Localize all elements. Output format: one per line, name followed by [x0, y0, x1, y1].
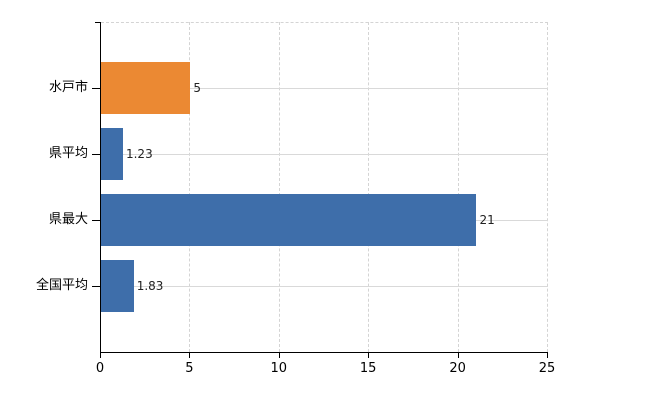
gridline-vertical [278, 22, 280, 352]
x-axis-tick [100, 353, 101, 358]
gridline-horizontal [101, 286, 548, 287]
x-tick-label: 5 [185, 361, 194, 376]
x-tick-label: 25 [538, 361, 556, 376]
category-label: 全国平均 [35, 278, 88, 293]
x-axis-tick [189, 353, 191, 358]
y-axis-tick [92, 220, 100, 221]
gridline-horizontal [101, 154, 548, 155]
category-label: 県最大 [48, 212, 88, 227]
y-axis-tick [92, 88, 100, 89]
x-tick-label: 0 [95, 361, 105, 376]
bar-value-label: 5 [193, 81, 202, 95]
gridline-horizontal [101, 88, 548, 89]
gridline-vertical [368, 22, 370, 352]
y-axis-tick [92, 154, 100, 155]
y-axis-tick [92, 286, 100, 287]
gridline-vertical [457, 22, 459, 352]
x-tick-label: 15 [359, 361, 377, 376]
x-tick-label: 10 [270, 361, 288, 376]
x-axis-tick [547, 353, 548, 358]
bar-2 [101, 194, 477, 246]
category-label: 県平均 [48, 146, 88, 161]
gridline-vertical [547, 22, 548, 352]
bar-value-label: 1.83 [136, 279, 164, 293]
x-tick-label: 20 [449, 361, 466, 376]
y-axis-top-tick [95, 22, 100, 23]
gridline-vertical [189, 22, 191, 352]
bar-1 [101, 128, 123, 180]
x-axis-tick [368, 353, 370, 358]
x-axis-tick [457, 353, 459, 358]
y-axis [100, 22, 101, 352]
bar-3 [101, 260, 134, 312]
x-axis-tick [278, 353, 280, 358]
category-label: 水戸市 [48, 80, 88, 95]
bar-value-label: 21 [479, 213, 495, 227]
gridline-top [101, 22, 548, 23]
x-axis [100, 352, 548, 353]
bar-value-label: 1.23 [125, 147, 153, 161]
bar-0 [101, 62, 191, 114]
